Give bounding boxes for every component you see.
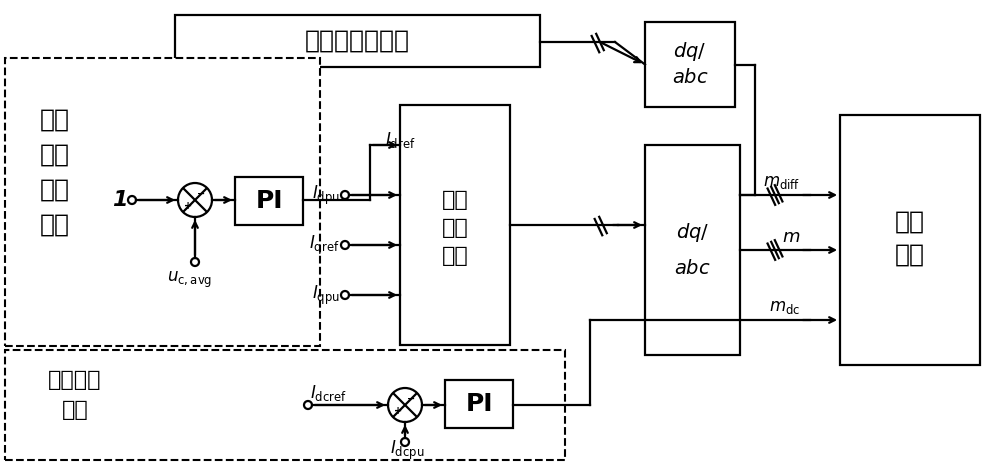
Text: 内环: 内环 [442, 190, 468, 210]
Bar [5, 58, 320, 346]
Text: 直流电流: 直流电流 [48, 370, 102, 390]
Text: $I_{\rm dref}$: $I_{\rm dref}$ [385, 130, 416, 150]
Bar [5, 350, 565, 460]
Text: 二倍频环流抑制: 二倍频环流抑制 [305, 29, 410, 53]
Text: $I_{\rm dcref}$: $I_{\rm dcref}$ [310, 383, 347, 403]
Text: $I_{\rm dpu}$: $I_{\rm dpu}$ [312, 183, 340, 207]
Text: +: + [394, 407, 403, 416]
Text: 触发: 触发 [895, 243, 925, 267]
Bar [445, 380, 513, 428]
Text: $u_{\rm c,avg}$: $u_{\rm c,avg}$ [167, 270, 213, 290]
Text: $I_{\rm dcpu}$: $I_{\rm dcpu}$ [390, 439, 424, 461]
Text: 均衡: 均衡 [40, 178, 70, 202]
Text: $m$: $m$ [782, 228, 800, 246]
Text: −: − [197, 189, 206, 198]
Bar [645, 145, 740, 355]
Text: −: − [407, 393, 416, 403]
Bar [175, 15, 540, 67]
Bar [645, 22, 735, 107]
Text: $I_{\rm qpu}$: $I_{\rm qpu}$ [312, 283, 340, 307]
Text: 桥臂: 桥臂 [40, 108, 70, 132]
Bar [400, 105, 510, 345]
Text: 电流: 电流 [442, 218, 468, 238]
Text: 1: 1 [112, 190, 128, 210]
Text: 控制: 控制 [40, 213, 70, 237]
Text: $m_{\rm dc}$: $m_{\rm dc}$ [769, 298, 800, 316]
Text: $m_{\rm diff}$: $m_{\rm diff}$ [763, 173, 800, 191]
Text: $dq/$: $dq/$ [676, 220, 709, 243]
Text: 能量: 能量 [40, 143, 70, 167]
Text: 控制: 控制 [442, 246, 468, 266]
Text: $abc$: $abc$ [674, 258, 711, 278]
Bar [235, 177, 303, 225]
Text: $abc$: $abc$ [672, 68, 708, 87]
Text: +: + [184, 202, 193, 212]
Text: PI: PI [465, 392, 493, 416]
Text: PI: PI [255, 189, 283, 213]
Text: $I_{\rm qref}$: $I_{\rm qref}$ [309, 234, 340, 257]
Text: 调制: 调制 [895, 210, 925, 234]
Text: $dq/$: $dq/$ [673, 40, 707, 63]
Bar [840, 115, 980, 365]
Text: 控制: 控制 [62, 400, 88, 420]
